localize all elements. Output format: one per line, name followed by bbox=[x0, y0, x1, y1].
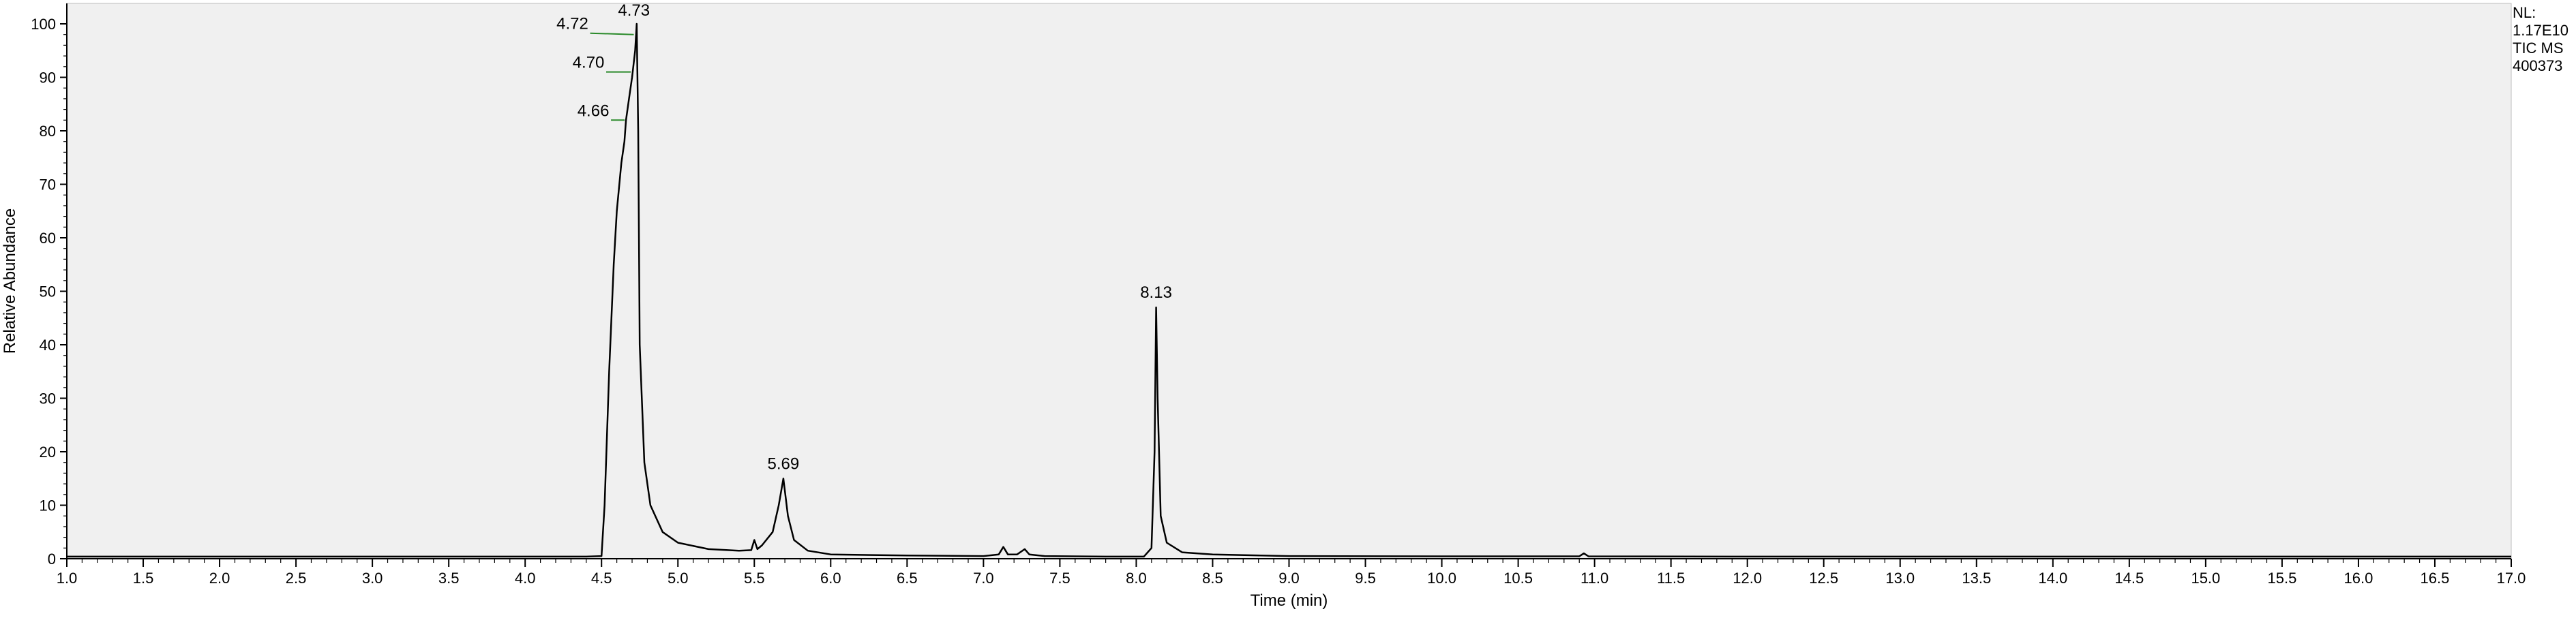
x-tick-label: 11.5 bbox=[1657, 570, 1685, 587]
scan-type: TIC MS bbox=[2513, 40, 2564, 57]
y-tick-label: 70 bbox=[40, 176, 56, 194]
x-tick-label: 3.5 bbox=[438, 570, 460, 587]
plot-background bbox=[66, 3, 2512, 559]
x-tick-label: 7.5 bbox=[1049, 570, 1070, 587]
y-tick-label: 90 bbox=[40, 69, 56, 87]
x-tick-label: 4.0 bbox=[515, 570, 536, 587]
peak-annotations: 4.72 4.73 4.70 4.66 5.69 8.13 bbox=[556, 1, 1172, 473]
x-tick-label: 17.0 bbox=[2497, 570, 2526, 587]
y-tick-label: 100 bbox=[31, 16, 56, 33]
x-tick-label: 10.0 bbox=[1427, 570, 1456, 587]
x-tick-label: 14.0 bbox=[2038, 570, 2067, 587]
chromatogram-trace bbox=[67, 22, 2511, 558]
x-axis-title: Time (min) bbox=[1250, 591, 1328, 610]
peak-label: 4.73 bbox=[618, 1, 650, 20]
y-tick-labels: 0 10 20 30 40 50 60 70 80 90 100 bbox=[31, 16, 56, 568]
peak-label: 4.70 bbox=[573, 54, 605, 72]
y-tick-label: 30 bbox=[40, 390, 56, 407]
x-tick-label: 1.5 bbox=[133, 570, 154, 587]
y-axis-title: Relative Abundance bbox=[1, 208, 19, 354]
x-tick-label: 12.0 bbox=[1733, 570, 1762, 587]
peak-label: 8.13 bbox=[1140, 283, 1172, 302]
x-tick-label: 16.5 bbox=[2421, 570, 2450, 587]
peak-label: 4.72 bbox=[556, 15, 588, 33]
y-tick-label: 40 bbox=[40, 337, 56, 354]
x-tick-label: 15.5 bbox=[2267, 570, 2296, 587]
x-tick-label: 15.0 bbox=[2191, 570, 2220, 587]
x-tick-label: 11.0 bbox=[1581, 570, 1608, 587]
file-id: 400373 bbox=[2513, 57, 2563, 74]
x-tick-label: 5.5 bbox=[744, 570, 765, 587]
x-tick-label: 8.5 bbox=[1202, 570, 1223, 587]
peak-label: 4.66 bbox=[578, 102, 610, 120]
peak-leader-line bbox=[590, 32, 634, 35]
x-tick-label: 5.0 bbox=[668, 570, 689, 587]
x-tick-labels: 1.0 1.5 2.0 2.5 3.0 3.5 4.0 4.5 5.0 5.5 6.0 6.5 7.0 7… bbox=[57, 570, 2526, 587]
x-tick-label: 1.0 bbox=[57, 570, 78, 587]
x-tick-label: 10.5 bbox=[1503, 570, 1533, 587]
x-tick-label: 8.0 bbox=[1126, 570, 1147, 587]
y-tick-label: 50 bbox=[40, 283, 56, 300]
x-tick-label: 2.5 bbox=[286, 570, 307, 587]
y-tick-label: 0 bbox=[48, 551, 56, 568]
x-tick-label: 12.5 bbox=[1809, 570, 1838, 587]
y-tick-label: 10 bbox=[40, 497, 56, 514]
x-tick-label: 13.0 bbox=[1885, 570, 1915, 587]
x-tick-label: 3.0 bbox=[362, 570, 383, 587]
peak-label: 5.69 bbox=[767, 454, 799, 473]
y-tick-label: 20 bbox=[40, 444, 56, 461]
x-tick-label: 13.5 bbox=[1962, 570, 1991, 587]
nl-label: NL: bbox=[2513, 4, 2536, 21]
y-tick-label: 60 bbox=[40, 230, 56, 247]
info-panel: NL: 1.17E10 TIC MS 400373 bbox=[2513, 4, 2568, 75]
x-tick-label: 9.0 bbox=[1278, 570, 1300, 587]
x-tick-label: 2.0 bbox=[209, 570, 230, 587]
x-tick-label: 14.5 bbox=[2114, 570, 2144, 587]
x-tick-label: 9.5 bbox=[1355, 570, 1376, 587]
nl-value: 1.17E10 bbox=[2513, 22, 2568, 39]
x-tick-label: 6.0 bbox=[820, 570, 841, 587]
x-tick-label: 7.0 bbox=[973, 570, 994, 587]
x-tick-label: 4.5 bbox=[591, 570, 612, 587]
x-tick-label: 6.5 bbox=[897, 570, 918, 587]
x-tick-label: 16.0 bbox=[2344, 570, 2373, 587]
y-tick-label: 80 bbox=[40, 123, 56, 140]
